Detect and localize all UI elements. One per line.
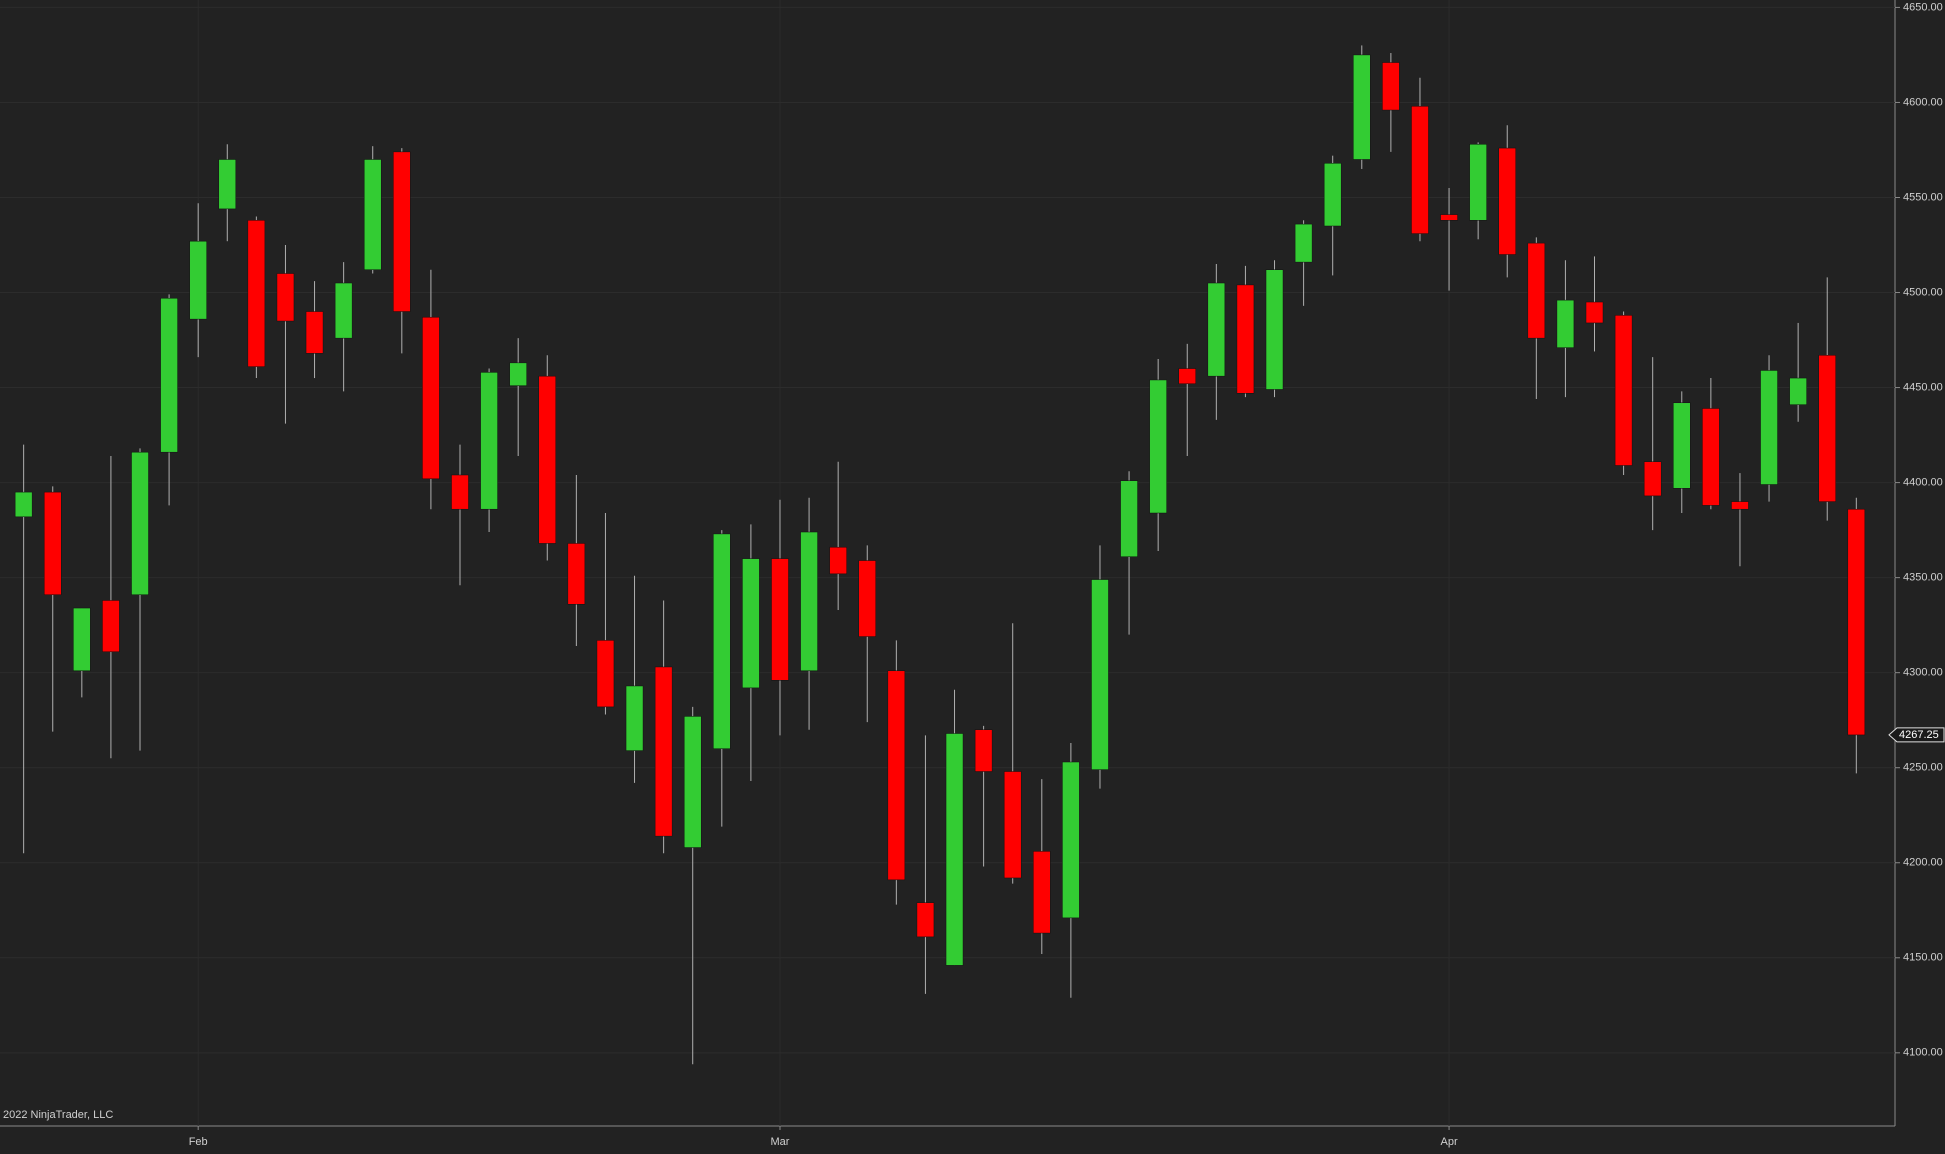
candle-body	[1614, 315, 1633, 466]
candle-body	[858, 560, 877, 637]
candle-body	[1702, 408, 1720, 506]
candle-body	[14, 491, 33, 518]
candle-body	[974, 729, 993, 772]
candle-body	[1236, 284, 1255, 394]
x-tick-label: Apr	[1440, 1136, 1457, 1148]
x-tick-label: Mar	[771, 1136, 790, 1148]
candle-body	[451, 474, 469, 510]
candle-body	[1643, 461, 1662, 497]
last-price-tag	[1888, 727, 1945, 743]
candle-body	[43, 491, 62, 595]
candle-body	[1382, 62, 1400, 111]
candle-body	[1353, 54, 1371, 160]
candle-body	[771, 558, 789, 681]
candle-body	[1585, 301, 1604, 324]
y-tick-label: 4300.00	[1903, 667, 1943, 679]
candle-body	[1003, 771, 1022, 879]
candle-body	[247, 220, 266, 367]
candle-body	[1673, 402, 1691, 489]
y-tick-label: 4400.00	[1903, 477, 1943, 489]
candle-body	[1760, 370, 1778, 485]
candle-body	[1323, 163, 1342, 227]
y-tick-label: 4150.00	[1903, 952, 1943, 964]
candle-body	[393, 151, 411, 312]
candle-body	[625, 685, 644, 751]
y-tick-label: 4650.00	[1903, 1, 1943, 13]
y-tick-label: 4550.00	[1903, 191, 1943, 203]
candle-body	[887, 670, 906, 881]
candle-body	[654, 666, 673, 837]
candle-body	[538, 375, 557, 544]
y-tick-label: 4350.00	[1903, 572, 1943, 584]
candle-body	[422, 316, 440, 480]
candle-body	[189, 240, 207, 320]
candle-body	[1847, 508, 1866, 736]
candle-body	[1149, 379, 1167, 514]
candle-body	[1091, 579, 1109, 770]
candle-body	[305, 311, 324, 354]
candle-body	[1207, 282, 1226, 377]
candle-body	[276, 273, 295, 322]
candle-body	[1789, 377, 1807, 405]
candle-body	[334, 282, 353, 339]
candle-body	[1556, 299, 1575, 348]
candle-body	[1818, 354, 1836, 502]
watermark: 2022 NinjaTrader, LLC	[3, 1109, 113, 1121]
candle-body	[829, 546, 847, 575]
candle-body	[1120, 480, 1138, 557]
candle-body	[916, 902, 935, 938]
candle-body	[1469, 144, 1487, 221]
candle-body	[102, 600, 120, 653]
last-price-label: 4267.25	[1899, 729, 1939, 741]
candle-body	[363, 159, 382, 270]
candle-body	[1265, 269, 1284, 390]
candle-body	[945, 733, 964, 966]
y-tick-label: 4250.00	[1903, 762, 1943, 774]
candle-body	[1527, 242, 1546, 339]
y-tick-label: 4500.00	[1903, 286, 1943, 298]
candle-body	[509, 362, 527, 386]
candle-body	[1062, 761, 1080, 919]
y-tick-label: 4600.00	[1903, 96, 1943, 108]
candle-body	[1033, 851, 1051, 934]
candle-body	[1731, 501, 1749, 510]
x-tick-label: Feb	[189, 1136, 208, 1148]
candle-body	[1440, 214, 1458, 221]
y-tick-label: 4200.00	[1903, 857, 1943, 869]
candle-body	[1411, 106, 1429, 234]
candle-body	[742, 558, 760, 689]
candle-body	[713, 533, 731, 749]
candle-body	[1294, 223, 1313, 263]
candle-body	[683, 716, 702, 848]
y-tick-label: 4450.00	[1903, 381, 1943, 393]
candle-body	[73, 607, 91, 672]
candle-body	[131, 451, 149, 595]
candle-body	[800, 531, 818, 672]
candle-body	[1498, 147, 1516, 255]
candle-body	[480, 372, 498, 510]
candle-body	[1178, 368, 1196, 385]
candle-body	[567, 543, 586, 605]
y-tick-label: 4100.00	[1903, 1047, 1943, 1059]
candle-body	[218, 159, 237, 210]
candle-body	[160, 297, 178, 453]
candle-body	[596, 640, 615, 708]
